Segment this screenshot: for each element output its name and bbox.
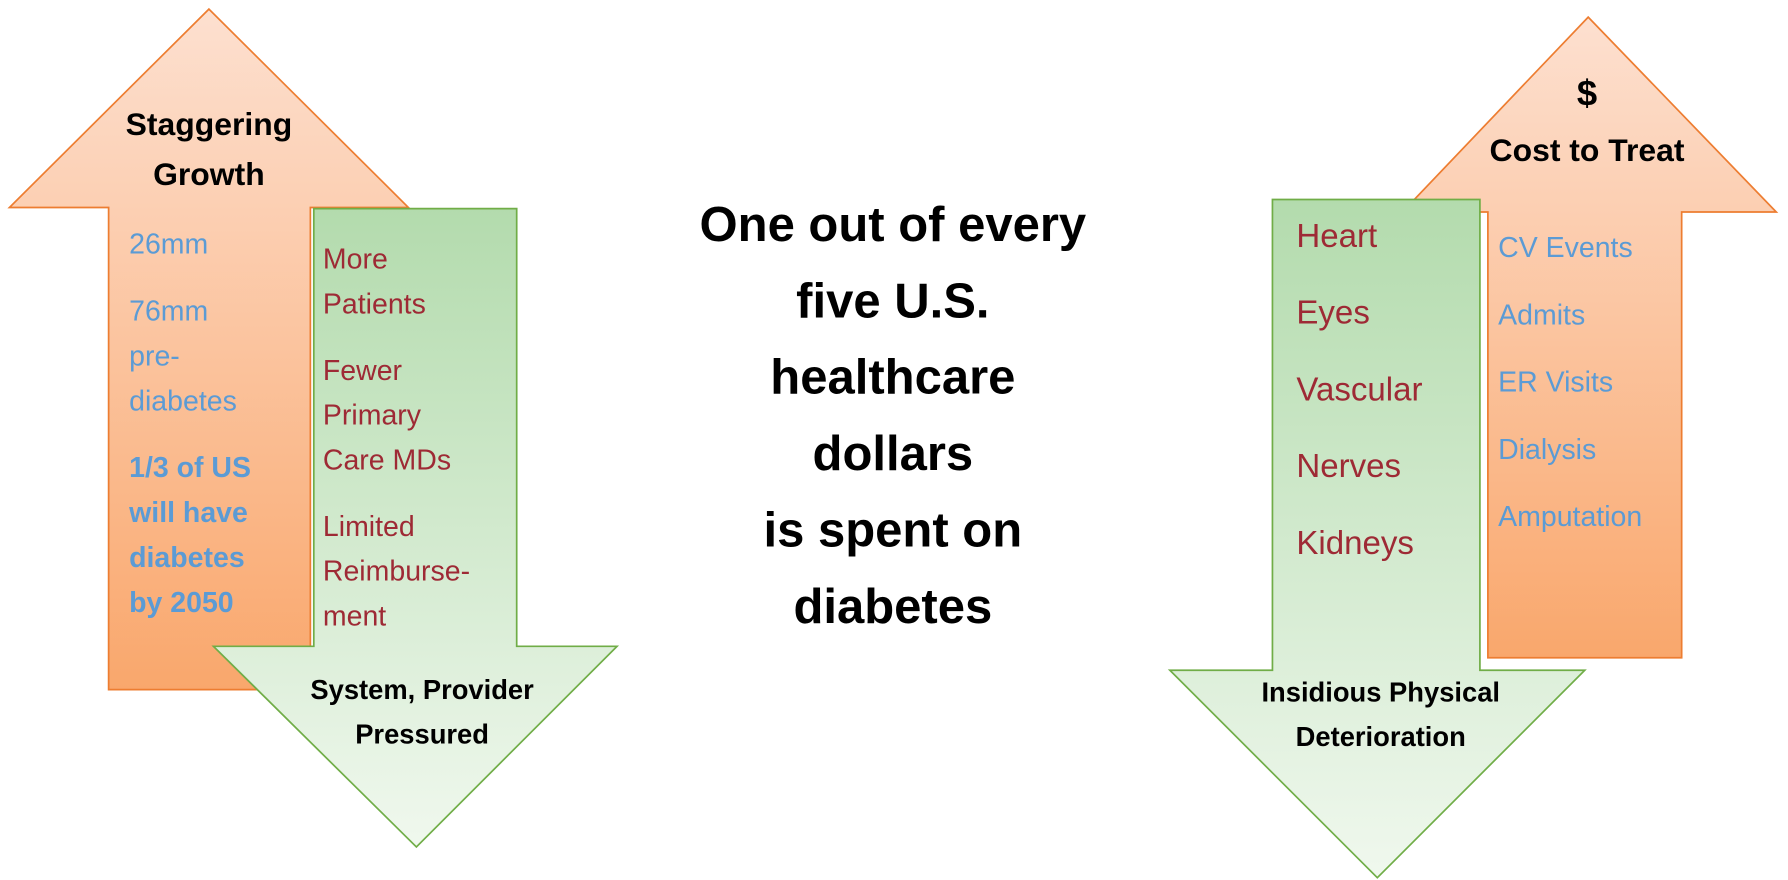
list-item: ment: [323, 600, 386, 632]
up-arrow: [7, 7, 411, 691]
list-item: Vascular: [1296, 371, 1422, 408]
headline: healthcare: [770, 351, 1015, 405]
down-arrow: [211, 207, 620, 849]
arrow-title: $: [1577, 72, 1597, 113]
list-item: Primary: [323, 400, 422, 432]
list-item: CV Events: [1498, 232, 1633, 264]
list-item: 1/3 of US: [129, 452, 251, 484]
headline: is spent on: [764, 503, 1023, 557]
down-arrow: [1167, 198, 1587, 879]
list-item: Care MDs: [323, 444, 451, 476]
arrow-footer: System, Provider: [310, 674, 534, 705]
list-item: pre-: [129, 340, 180, 372]
labels: Staggering Growth System, Provider Pressure…: [126, 72, 1685, 751]
list-item: diabetes: [129, 542, 245, 574]
arrow-title: Growth: [153, 156, 265, 192]
headline: five U.S.: [796, 274, 989, 328]
list-item: Limited: [323, 511, 415, 543]
arrow-title: Staggering: [126, 106, 293, 142]
list-item: ER Visits: [1498, 367, 1613, 399]
arrow-footer: Pressured: [355, 719, 489, 750]
list-item: Reimburse-: [323, 556, 470, 588]
list-item: Eyes: [1296, 295, 1369, 332]
list-item: More: [323, 244, 388, 276]
headline: dollars: [813, 427, 974, 481]
list-item: diabetes: [129, 385, 237, 417]
list-item: Dialysis: [1498, 434, 1596, 466]
list-item: Heart: [1296, 218, 1377, 255]
list-item: Fewer: [323, 355, 403, 387]
list-item: will have: [128, 497, 248, 529]
arrow-footer: Deterioration: [1296, 721, 1466, 752]
list-item: 26mm: [129, 229, 208, 261]
arrow-footer: Insidious Physical: [1261, 676, 1500, 707]
list-item: Nerves: [1296, 448, 1401, 485]
headline: One out of every: [700, 198, 1087, 252]
list-item: by 2050: [129, 587, 234, 619]
list-item: Patients: [323, 288, 426, 320]
headline: diabetes: [793, 580, 992, 634]
list-item: Amputation: [1498, 501, 1642, 533]
list-item: Admits: [1498, 299, 1585, 331]
list-item: Kidneys: [1296, 525, 1414, 562]
list-item: 76mm: [129, 295, 208, 327]
arrow-title: Cost to Treat: [1490, 132, 1685, 168]
